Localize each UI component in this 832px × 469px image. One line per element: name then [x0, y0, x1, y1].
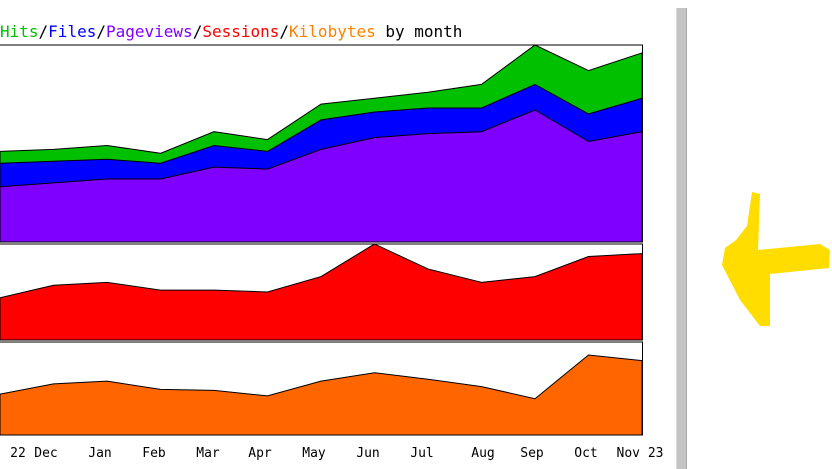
title-part-0: Hits: [0, 22, 39, 41]
x-tick-label: 22: [10, 446, 26, 461]
panel-frame-hits-files-pageviews: [0, 44, 643, 243]
x-tick-label: Jan: [88, 446, 111, 461]
area-kilobytes: [0, 354, 643, 436]
x-tick-label: Sep: [520, 446, 544, 461]
area-sessions: [0, 243, 643, 341]
title-part-7: /: [279, 22, 290, 41]
x-tick-label: Dec: [34, 446, 57, 461]
x-tick-label: May: [302, 446, 326, 461]
x-tick-label: Oct: [574, 446, 597, 461]
title-part-5: /: [192, 22, 203, 41]
chart-title: Hits/Files/Pageviews/Sessions/Kilobytes …: [0, 22, 462, 42]
title-part-2: Files: [48, 22, 97, 41]
title-part-8: Kilobytes: [289, 22, 376, 41]
title-part-1: /: [38, 22, 49, 41]
x-tick-label: Apr: [248, 446, 272, 461]
title-part-3: /: [96, 22, 106, 41]
x-tick-label: Jul: [410, 446, 433, 461]
title-part-4: Pageviews: [105, 22, 193, 41]
x-tick-label: Feb: [142, 446, 166, 461]
x-tick-label: Mar: [196, 446, 220, 461]
x-tick-label: Jun: [356, 446, 379, 461]
panel-frame-sessions: [0, 243, 643, 341]
title-part-9: by month: [375, 22, 463, 41]
x-tick-label: Nov 23: [617, 446, 664, 461]
panel-frame-kilobytes: [0, 341, 643, 436]
x-tick-label: Aug: [471, 446, 494, 461]
area-pageviews: [0, 109, 643, 243]
title-part-6: Sessions: [202, 22, 280, 41]
panel-divider: [676, 8, 687, 469]
